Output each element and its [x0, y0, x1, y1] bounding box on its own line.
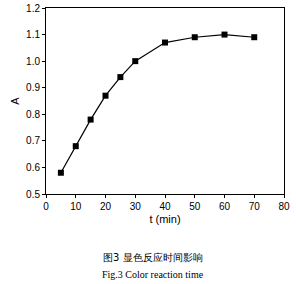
svg-text:A: A	[9, 97, 21, 105]
svg-text:0.8: 0.8	[26, 109, 40, 120]
svg-text:30: 30	[130, 201, 142, 212]
svg-text:1.0: 1.0	[26, 56, 40, 67]
svg-text:0.7: 0.7	[26, 135, 40, 146]
svg-text:t (min): t (min)	[149, 213, 180, 225]
svg-text:60: 60	[219, 201, 231, 212]
svg-text:1.1: 1.1	[26, 29, 40, 40]
svg-text:1.2: 1.2	[26, 3, 40, 14]
svg-text:40: 40	[159, 201, 171, 212]
svg-text:Fig.3 Color reaction time: Fig.3 Color reaction time	[102, 269, 204, 280]
svg-text:80: 80	[278, 201, 290, 212]
svg-text:图3 显色反应时间影响: 图3 显色反应时间影响	[103, 252, 203, 263]
svg-text:0.9: 0.9	[26, 82, 40, 93]
svg-text:0: 0	[43, 201, 49, 212]
svg-text:50: 50	[189, 201, 201, 212]
svg-text:0.6: 0.6	[26, 162, 40, 173]
svg-text:20: 20	[100, 201, 112, 212]
svg-text:0.5: 0.5	[26, 189, 40, 200]
svg-text:10: 10	[70, 201, 82, 212]
svg-text:70: 70	[249, 201, 261, 212]
